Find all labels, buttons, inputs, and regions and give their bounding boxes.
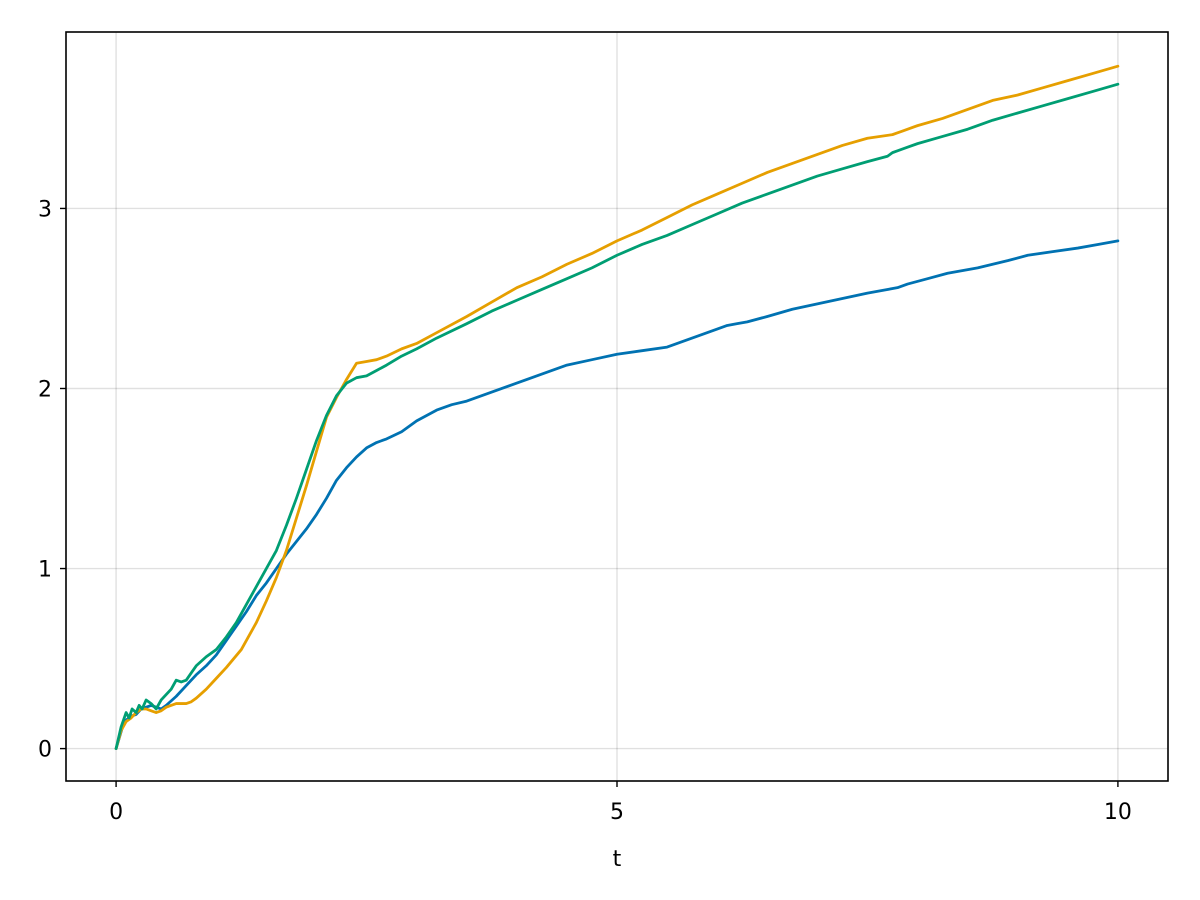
x-tick-label: 10 [1104,800,1132,825]
gridlines [66,32,1168,781]
axis-ticks: 0 5 10 0 1 2 3 [38,197,1132,825]
series-line-2 [114,64,1120,750]
y-tick-label: 0 [38,738,52,763]
x-axis-label: t [613,847,622,872]
x-tick-label: 5 [610,800,624,825]
x-tick-label: 0 [109,800,123,825]
series-lines [114,64,1120,750]
y-tick-label: 1 [38,558,52,583]
series-line-1 [114,239,1120,750]
y-tick-label: 2 [38,377,52,402]
series-line-3 [114,82,1120,750]
plot-area [114,64,1120,750]
y-tick-label: 3 [38,197,52,222]
